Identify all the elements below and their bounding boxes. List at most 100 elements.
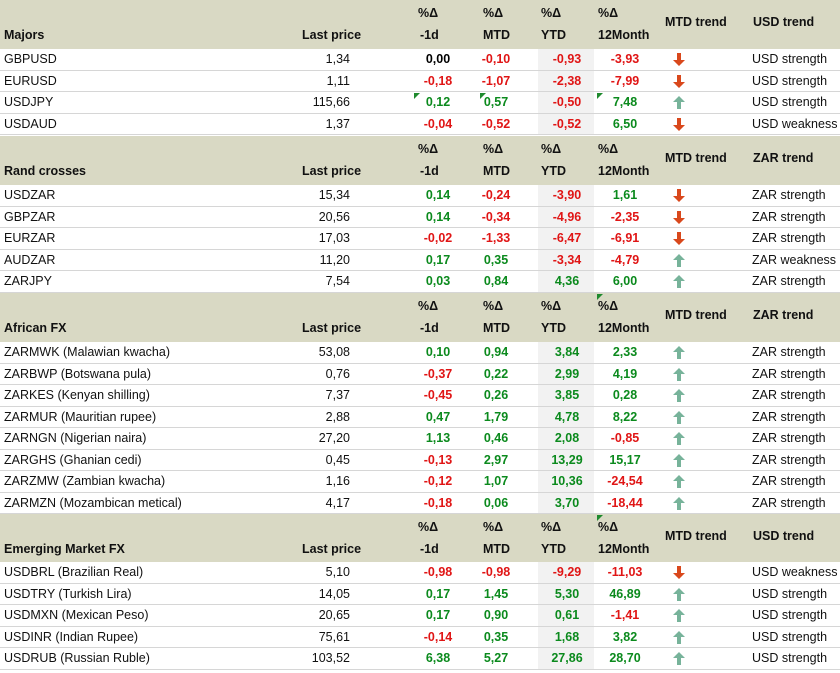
- change-1d: -0,13: [423, 452, 453, 467]
- change-12month: -4,79: [610, 252, 640, 267]
- trend-text: ZAR strength: [752, 409, 826, 424]
- ytd-shade: [538, 113, 594, 135]
- row-divider: [0, 270, 840, 271]
- pct-ytd-symbol: %Δ: [541, 520, 562, 534]
- row-divider: [0, 248, 840, 250]
- pair-name: ZARKES (Kenyan shilling): [4, 388, 150, 402]
- change-12month: -6,91: [610, 231, 640, 245]
- pair-name: USDMXN (Mexican Peso): [4, 608, 149, 622]
- change-1d: 0,12: [425, 95, 451, 109]
- arrow-up-icon: [672, 410, 686, 425]
- row-divider: [0, 405, 840, 407]
- change-12month: 2,33: [612, 345, 638, 359]
- change-mtd: -0,52: [481, 116, 511, 131]
- change-mtd: -0,24: [481, 188, 511, 202]
- trend-header: USD trend: [753, 15, 815, 29]
- change-1d: 0,17: [425, 252, 451, 267]
- trend-text: ZAR strength: [752, 231, 826, 245]
- last-price: 0,76: [325, 366, 350, 381]
- change-12month: 0,28: [612, 388, 638, 402]
- last-price: 1,16: [325, 474, 350, 488]
- change-12month: 15,17: [609, 452, 641, 467]
- ytd-shade: [538, 363, 594, 385]
- pair-name: ZARGHS (Ghanian cedi): [4, 452, 142, 467]
- change-ytd: 2,99: [554, 366, 580, 381]
- change-12month: 3,82: [612, 629, 638, 644]
- row-divider: [0, 625, 840, 627]
- table-row: EURUSD 1,11 -0,18 -1,07 -2,38 -7,99 USD streng…: [0, 70, 840, 92]
- change-ytd: 4,36: [554, 274, 580, 288]
- change-12month: -1,41: [610, 608, 640, 622]
- change-mtd: -0,10: [481, 52, 511, 66]
- change-mtd: 0,06: [483, 495, 509, 510]
- col-mtd-header: MTD: [483, 164, 511, 178]
- section-title: Majors: [4, 28, 45, 42]
- arrow-up-icon: [672, 95, 686, 110]
- change-ytd: -0,93: [552, 52, 582, 66]
- arrow-up-icon: [672, 431, 686, 446]
- col-1d-header: -1d: [420, 28, 439, 42]
- ytd-shade: [538, 626, 594, 648]
- table-row: USDMXN (Mexican Peso) 20,65 0,17 0,90 0,61 -1…: [0, 605, 840, 627]
- col-12m-header: 12Month: [598, 542, 650, 556]
- table-row: ZARGHS (Ghanian cedi) 0,45 -0,13 2,97 13,29 1…: [0, 449, 840, 471]
- table-row: ZARZMW (Zambian kwacha) 1,16 -0,12 1,07 10,3…: [0, 471, 840, 493]
- pct-12m-symbol: %Δ: [598, 142, 619, 156]
- pct-12m-symbol: %Δ: [598, 6, 619, 20]
- arrow-up-icon: [672, 274, 686, 289]
- row-divider: [0, 427, 840, 428]
- arrow-down-icon: [672, 52, 686, 67]
- arrow-down-icon: [672, 565, 686, 580]
- ytd-shade: [538, 562, 594, 584]
- row-divider: [0, 668, 840, 670]
- row-divider: [0, 91, 840, 92]
- arrow-down-icon: [672, 210, 686, 225]
- change-ytd: -3,90: [552, 188, 582, 202]
- change-mtd: 0,84: [483, 274, 509, 288]
- change-mtd: 1,79: [483, 409, 509, 424]
- change-ytd: 4,78: [554, 409, 580, 424]
- table-row: ZARMUR (Mauritian rupee) 2,88 0,47 1,79 4,78…: [0, 406, 840, 428]
- last-price: 115,66: [312, 95, 350, 109]
- change-ytd: -3,34: [552, 252, 582, 267]
- change-1d: 0,00: [425, 52, 451, 66]
- ytd-shade: [538, 385, 594, 407]
- last-price: 4,17: [325, 495, 350, 510]
- trend-text: ZAR strength: [752, 452, 826, 467]
- last-price: 7,37: [325, 388, 350, 402]
- trend-text: USD strength: [752, 586, 828, 601]
- trend-text: ZAR strength: [752, 474, 826, 488]
- ytd-shade: [538, 471, 594, 493]
- col-ytd-header: YTD: [541, 28, 566, 42]
- arrow-down-icon: [672, 74, 686, 89]
- change-ytd: 3,84: [554, 345, 580, 359]
- change-1d: 0,14: [425, 209, 451, 224]
- arrow-up-icon: [672, 496, 686, 511]
- last-price: 15,34: [318, 188, 350, 202]
- row-divider: [0, 491, 840, 493]
- table-row: USDAUD 1,37 -0,04 -0,52 -0,52 6,50 USD weaknes…: [0, 113, 840, 135]
- table-row: EURZAR 17,03 -0,02 -1,33 -6,47 -6,91 ZAR stren…: [0, 228, 840, 250]
- change-ytd: 13,29: [551, 452, 583, 467]
- change-1d: -0,14: [423, 629, 453, 644]
- ytd-shade: [538, 271, 594, 293]
- change-ytd: 2,08: [554, 431, 580, 445]
- table-row: USDBRL (Brazilian Real) 5,10 -0,98 -0,98 -9,…: [0, 562, 840, 584]
- trend-text: USD strength: [752, 95, 828, 109]
- row-divider: [0, 582, 840, 584]
- pair-name: USDRUB (Russian Ruble): [4, 651, 150, 665]
- trend-text: ZAR weakness: [752, 252, 837, 267]
- col-12m-header: 12Month: [598, 321, 650, 335]
- table-row: ZARKES (Kenyan shilling) 7,37 -0,45 0,26 3,8…: [0, 385, 840, 407]
- pair-name: USDZAR: [4, 188, 56, 202]
- row-divider: [0, 134, 840, 135]
- section-header: Emerging Market FX Last price %Δ -1d %Δ MTD %Δ…: [0, 514, 840, 562]
- change-12month: -3,93: [610, 52, 640, 66]
- arrow-down-icon: [672, 117, 686, 132]
- change-12month: -24,54: [607, 474, 643, 488]
- change-mtd: 1,45: [483, 586, 509, 601]
- row-divider: [0, 470, 840, 471]
- section-title: African FX: [4, 321, 67, 335]
- pair-name: USDBRL (Brazilian Real): [4, 565, 144, 579]
- trend-text: ZAR strength: [752, 188, 826, 202]
